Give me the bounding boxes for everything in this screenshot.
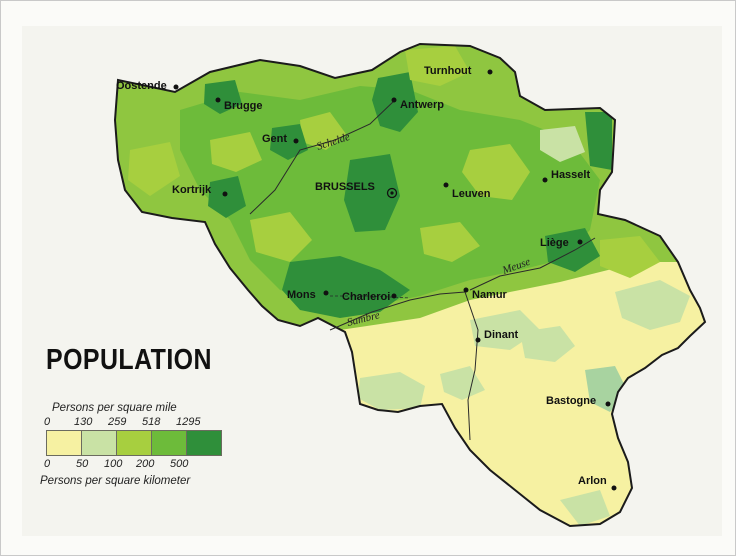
city-dot-bastogne <box>605 401 611 407</box>
region-lime-7 <box>600 236 660 278</box>
region-lime-4 <box>420 222 480 262</box>
legend-km-tick: 200 <box>136 458 155 470</box>
legend-km-tick: 0 <box>44 458 51 470</box>
region-lime-6 <box>128 142 180 196</box>
city-dot-namur <box>463 287 469 293</box>
capital-marker <box>386 187 398 199</box>
legend-km-tick: 100 <box>104 458 123 470</box>
city-label-oostende: Oostende <box>116 80 167 92</box>
city-dot-mons <box>323 290 329 296</box>
region-turnhout <box>405 46 470 86</box>
region-pale-6 <box>560 490 610 526</box>
city-dots <box>173 69 617 491</box>
legend-swatch <box>117 431 152 455</box>
region-liege-core <box>545 228 600 272</box>
meuse-river <box>469 237 596 291</box>
region-pale-8 <box>540 126 585 162</box>
legend-mile-tick: 130 <box>74 416 93 428</box>
legend-color-scale <box>46 430 222 456</box>
city-dot-leuven <box>443 182 449 188</box>
city-label-arlon: Arlon <box>578 475 607 487</box>
city-dot-kortrijk <box>222 191 228 197</box>
city-label-kortrijk: Kortrijk <box>172 184 212 196</box>
legend-swatch <box>187 431 221 455</box>
legend-mile-tick: 518 <box>142 416 161 428</box>
density-regions <box>115 44 705 526</box>
city-dot-arlon <box>611 485 617 491</box>
city-label-mons: Mons <box>287 289 316 301</box>
region-brugge-core <box>204 80 242 114</box>
city-label-namur: Namur <box>472 289 508 301</box>
region-pale-2 <box>520 326 575 362</box>
region-pale-7 <box>470 310 540 350</box>
city-label-gent: Gent <box>262 133 287 145</box>
belgium-border <box>113 42 707 528</box>
region-gent-core <box>270 124 308 160</box>
city-dot-hasselt <box>542 177 548 183</box>
city-dot-liege <box>577 239 583 245</box>
legend-mile-tick: 0 <box>44 416 51 428</box>
region-lime-1 <box>210 132 262 172</box>
city-dot-antwerp <box>391 97 397 103</box>
region-kortrijk-core <box>208 176 246 218</box>
legend-swatch <box>47 431 82 455</box>
legend-km-tick: 50 <box>76 458 89 470</box>
city-label-antwerp: Antwerp <box>400 99 444 111</box>
region-limburg-core <box>585 112 612 170</box>
legend-caption-miles: Persons per square mile <box>52 402 177 414</box>
region-pale-1 <box>358 372 425 410</box>
city-label-charleroi: Charleroi <box>342 291 390 303</box>
city-label-bastogne: Bastogne <box>546 395 596 407</box>
schelde-river <box>249 99 396 215</box>
region-pale-4 <box>615 280 690 330</box>
region-lime-2 <box>462 144 530 200</box>
sambre-river <box>329 291 466 331</box>
city-label-turnhout: Turnhout <box>424 65 472 77</box>
city-label-brussels: BRUSSELS <box>315 181 375 193</box>
city-dot-dinant <box>475 337 481 343</box>
legend-swatch <box>82 431 117 455</box>
city-dot-turnhout <box>487 69 493 75</box>
canal-line <box>330 295 411 299</box>
region-brussels-core <box>344 154 400 232</box>
capital-marker-dot <box>390 191 394 195</box>
legend-caption-km: Persons per square kilometer <box>40 475 191 487</box>
city-dot-brugge <box>215 97 221 103</box>
city-dot-oostende <box>173 84 179 90</box>
map-title: POPULATION <box>46 344 212 376</box>
region-industrial-core <box>282 256 410 318</box>
city-label-brugge: Brugge <box>224 100 263 112</box>
city-dot-charleroi <box>391 293 397 299</box>
region-lime-3 <box>250 212 312 262</box>
legend-swatch <box>152 431 187 455</box>
city-label-hasselt: Hasselt <box>551 169 590 181</box>
city-label-dinant: Dinant <box>484 329 519 341</box>
city-label-liege: Liège <box>540 237 569 249</box>
city-dot-gent <box>293 138 299 144</box>
legend-mile-tick: 1295 <box>176 416 201 428</box>
legend-mile-tick: 259 <box>108 416 127 428</box>
meuse-river-south <box>464 291 479 441</box>
city-label-leuven: Leuven <box>452 188 491 200</box>
legend-km-tick: 500 <box>170 458 189 470</box>
